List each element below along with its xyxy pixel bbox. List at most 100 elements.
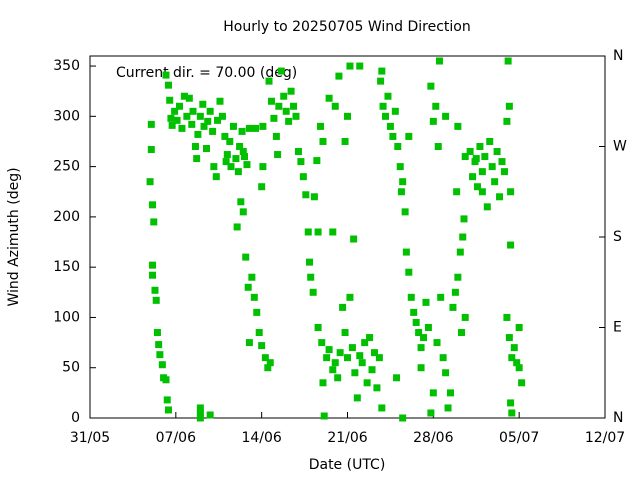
data-point [417, 364, 425, 372]
data-point [493, 148, 501, 156]
data-point [292, 112, 300, 120]
data-point [447, 389, 454, 397]
y-tick-label: 250 [53, 159, 80, 175]
data-point [265, 77, 273, 85]
data-point [325, 346, 333, 354]
data-point [302, 191, 310, 199]
data-point [454, 122, 462, 130]
data-point [382, 112, 390, 120]
data-point [336, 349, 344, 357]
data-point [459, 233, 467, 241]
data-point [507, 399, 515, 407]
chart-title: Hourly to 20250705 Wind Direction [223, 19, 470, 35]
x-tick-label: 14/06 [241, 430, 281, 446]
data-point [323, 354, 331, 362]
data-point [319, 137, 327, 145]
data-point [449, 303, 457, 311]
data-point [451, 288, 459, 296]
data-point [171, 107, 179, 115]
data-point [200, 122, 208, 130]
data-point [218, 112, 226, 120]
data-point [166, 96, 174, 104]
data-point [329, 228, 337, 236]
data-point [193, 155, 201, 163]
data-point [180, 92, 188, 100]
x-tick-label: 05/07 [499, 430, 539, 446]
data-point [513, 359, 521, 367]
data-point [435, 57, 443, 65]
data-point [317, 122, 325, 130]
data-point [162, 376, 170, 384]
data-point [294, 148, 302, 156]
data-point [272, 132, 280, 140]
data-point [410, 308, 418, 316]
data-point [196, 112, 204, 120]
data-point [458, 329, 466, 337]
data-point [185, 94, 193, 102]
data-point [153, 329, 161, 337]
x-axis-label: Date (UTC) [309, 457, 386, 473]
data-point [363, 379, 371, 387]
x-tick-label: 21/06 [327, 430, 367, 446]
data-point [507, 241, 515, 249]
data-point [274, 151, 282, 159]
data-point [196, 414, 204, 422]
data-point [202, 145, 210, 153]
y2-tick-label: S [613, 229, 622, 245]
data-point [405, 268, 413, 276]
data-point [325, 94, 333, 102]
data-point [241, 153, 248, 161]
data-point [412, 318, 420, 326]
data-point [156, 351, 164, 359]
data-point [466, 148, 474, 156]
data-point [209, 127, 217, 135]
data-point [248, 273, 256, 281]
data-point [216, 97, 224, 105]
data-point [173, 116, 181, 124]
data-point [270, 114, 278, 122]
data-point [149, 261, 157, 269]
x-tick-label: 28/06 [413, 430, 453, 446]
data-point [379, 102, 387, 110]
y-tick-label: 100 [53, 309, 80, 325]
data-point [176, 102, 184, 110]
data-point [275, 102, 283, 110]
data-point [168, 121, 176, 129]
data-point [223, 151, 231, 159]
data-point [504, 57, 512, 65]
data-point [344, 112, 351, 120]
data-point [238, 127, 246, 135]
data-point [491, 178, 499, 186]
data-point [415, 329, 423, 337]
data-point [515, 364, 523, 372]
data-point [407, 293, 415, 301]
data-point [237, 198, 245, 206]
data-point [149, 271, 157, 279]
data-point [314, 228, 322, 236]
data-point [196, 409, 204, 417]
data-point [488, 163, 496, 171]
data-point [194, 130, 202, 138]
y-tick-label: 0 [71, 410, 80, 426]
data-point [255, 329, 263, 337]
data-point [399, 178, 407, 186]
data-point [304, 228, 312, 236]
data-point [158, 361, 166, 369]
data-point [261, 354, 269, 362]
data-point [189, 107, 197, 115]
data-point [151, 286, 159, 294]
data-point [500, 168, 508, 176]
data-point [341, 329, 349, 337]
data-point [210, 163, 218, 171]
data-point [427, 82, 435, 90]
data-point [478, 168, 486, 176]
data-point [259, 122, 267, 130]
data-point [386, 122, 394, 130]
y-tick-label: 300 [53, 108, 80, 124]
data-point [420, 334, 428, 342]
data-point [234, 168, 242, 176]
data-point [434, 143, 442, 150]
data-point [222, 158, 230, 166]
data-point [472, 155, 480, 163]
data-point [433, 339, 441, 347]
